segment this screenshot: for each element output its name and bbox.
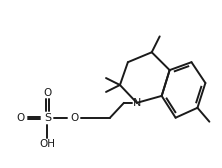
Text: OH: OH — [39, 138, 56, 149]
Text: S: S — [44, 113, 51, 123]
Text: O: O — [43, 88, 52, 98]
Text: O: O — [70, 113, 78, 123]
Text: O: O — [16, 113, 25, 123]
Text: N: N — [133, 98, 141, 108]
